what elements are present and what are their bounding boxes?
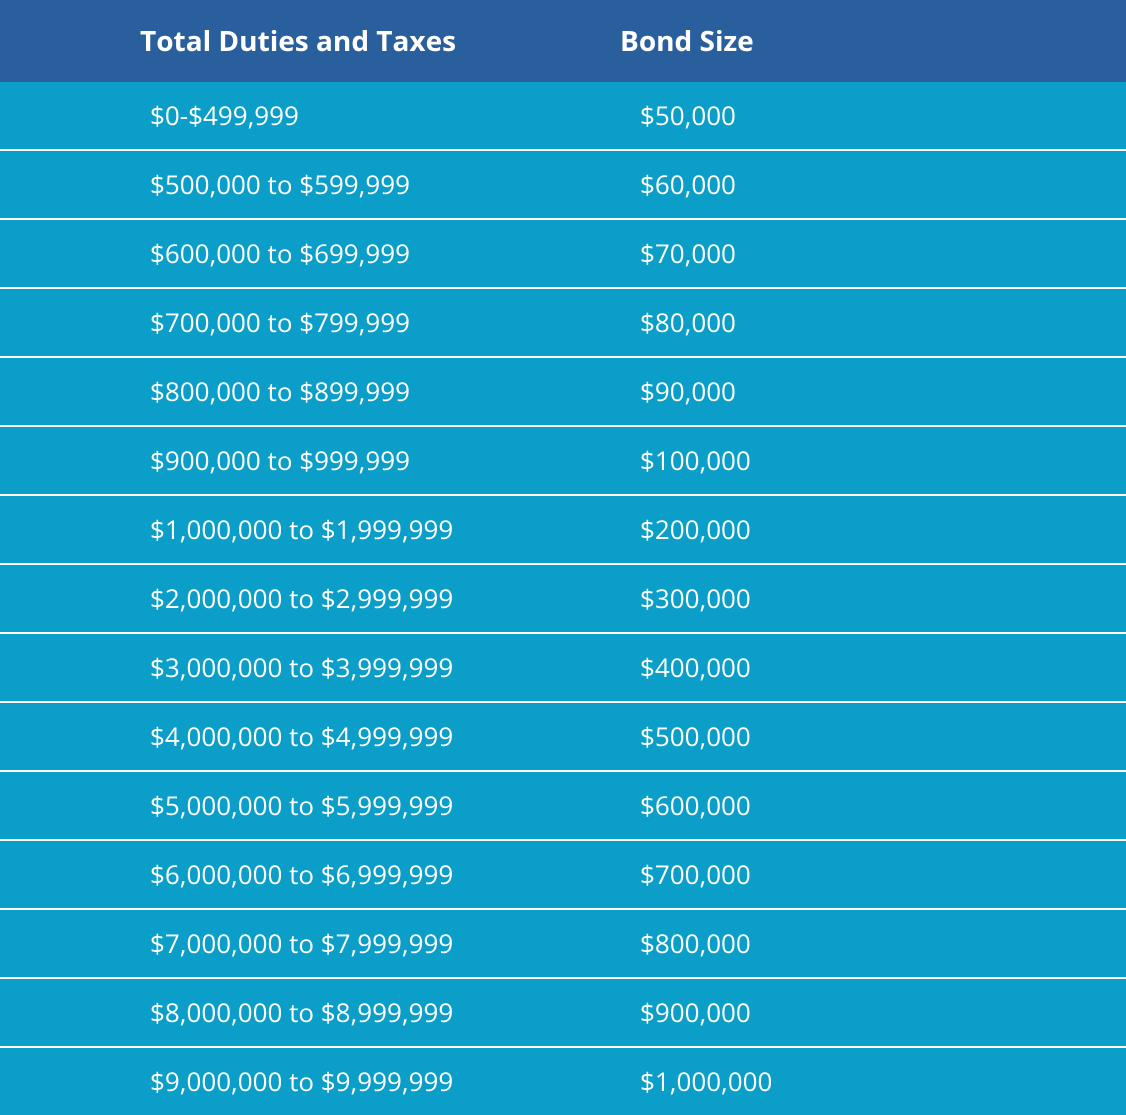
table-row: $3,000,000 to $3,999,999$400,000 bbox=[0, 634, 1126, 703]
table-header-row: Total Duties and Taxes Bond Size bbox=[0, 0, 1126, 82]
cell-bond: $60,000 bbox=[640, 151, 1126, 218]
cell-bond: $600,000 bbox=[640, 772, 1126, 839]
cell-duties: $8,000,000 to $8,999,999 bbox=[0, 979, 640, 1046]
cell-duties: $5,000,000 to $5,999,999 bbox=[0, 772, 640, 839]
cell-bond: $900,000 bbox=[640, 979, 1126, 1046]
table-row: $0-$499,999$50,000 bbox=[0, 82, 1126, 151]
cell-bond: $50,000 bbox=[640, 82, 1126, 149]
column-header-duties: Total Duties and Taxes bbox=[0, 0, 620, 82]
table-row: $600,000 to $699,999$70,000 bbox=[0, 220, 1126, 289]
table-row: $900,000 to $999,999$100,000 bbox=[0, 427, 1126, 496]
table-row: $4,000,000 to $4,999,999$500,000 bbox=[0, 703, 1126, 772]
cell-duties: $500,000 to $599,999 bbox=[0, 151, 640, 218]
table-row: $700,000 to $799,999$80,000 bbox=[0, 289, 1126, 358]
table-row: $8,000,000 to $8,999,999$900,000 bbox=[0, 979, 1126, 1048]
table-row: $800,000 to $899,999$90,000 bbox=[0, 358, 1126, 427]
cell-bond: $300,000 bbox=[640, 565, 1126, 632]
table-row: $9,000,000 to $9,999,999$1,000,000 bbox=[0, 1048, 1126, 1115]
table-row: $6,000,000 to $6,999,999$700,000 bbox=[0, 841, 1126, 910]
cell-bond: $700,000 bbox=[640, 841, 1126, 908]
cell-bond: $70,000 bbox=[640, 220, 1126, 287]
cell-bond: $90,000 bbox=[640, 358, 1126, 425]
cell-bond: $1,000,000 bbox=[640, 1048, 1126, 1115]
cell-duties: $3,000,000 to $3,999,999 bbox=[0, 634, 640, 701]
cell-duties: $800,000 to $899,999 bbox=[0, 358, 640, 425]
cell-duties: $700,000 to $799,999 bbox=[0, 289, 640, 356]
table-row: $5,000,000 to $5,999,999$600,000 bbox=[0, 772, 1126, 841]
cell-bond: $80,000 bbox=[640, 289, 1126, 356]
cell-duties: $9,000,000 to $9,999,999 bbox=[0, 1048, 640, 1115]
cell-bond: $200,000 bbox=[640, 496, 1126, 563]
cell-bond: $400,000 bbox=[640, 634, 1126, 701]
bond-size-table: Total Duties and Taxes Bond Size $0-$499… bbox=[0, 0, 1126, 1115]
cell-bond: $500,000 bbox=[640, 703, 1126, 770]
table-row: $7,000,000 to $7,999,999$800,000 bbox=[0, 910, 1126, 979]
cell-bond: $100,000 bbox=[640, 427, 1126, 494]
cell-duties: $2,000,000 to $2,999,999 bbox=[0, 565, 640, 632]
cell-duties: $600,000 to $699,999 bbox=[0, 220, 640, 287]
cell-duties: $900,000 to $999,999 bbox=[0, 427, 640, 494]
table-row: $1,000,000 to $1,999,999$200,000 bbox=[0, 496, 1126, 565]
column-header-bond: Bond Size bbox=[620, 0, 1126, 82]
cell-duties: $0-$499,999 bbox=[0, 82, 640, 149]
cell-duties: $1,000,000 to $1,999,999 bbox=[0, 496, 640, 563]
cell-bond: $800,000 bbox=[640, 910, 1126, 977]
table-row: $500,000 to $599,999$60,000 bbox=[0, 151, 1126, 220]
cell-duties: $6,000,000 to $6,999,999 bbox=[0, 841, 640, 908]
cell-duties: $7,000,000 to $7,999,999 bbox=[0, 910, 640, 977]
table-body: $0-$499,999$50,000$500,000 to $599,999$6… bbox=[0, 82, 1126, 1115]
cell-duties: $4,000,000 to $4,999,999 bbox=[0, 703, 640, 770]
table-row: $2,000,000 to $2,999,999$300,000 bbox=[0, 565, 1126, 634]
